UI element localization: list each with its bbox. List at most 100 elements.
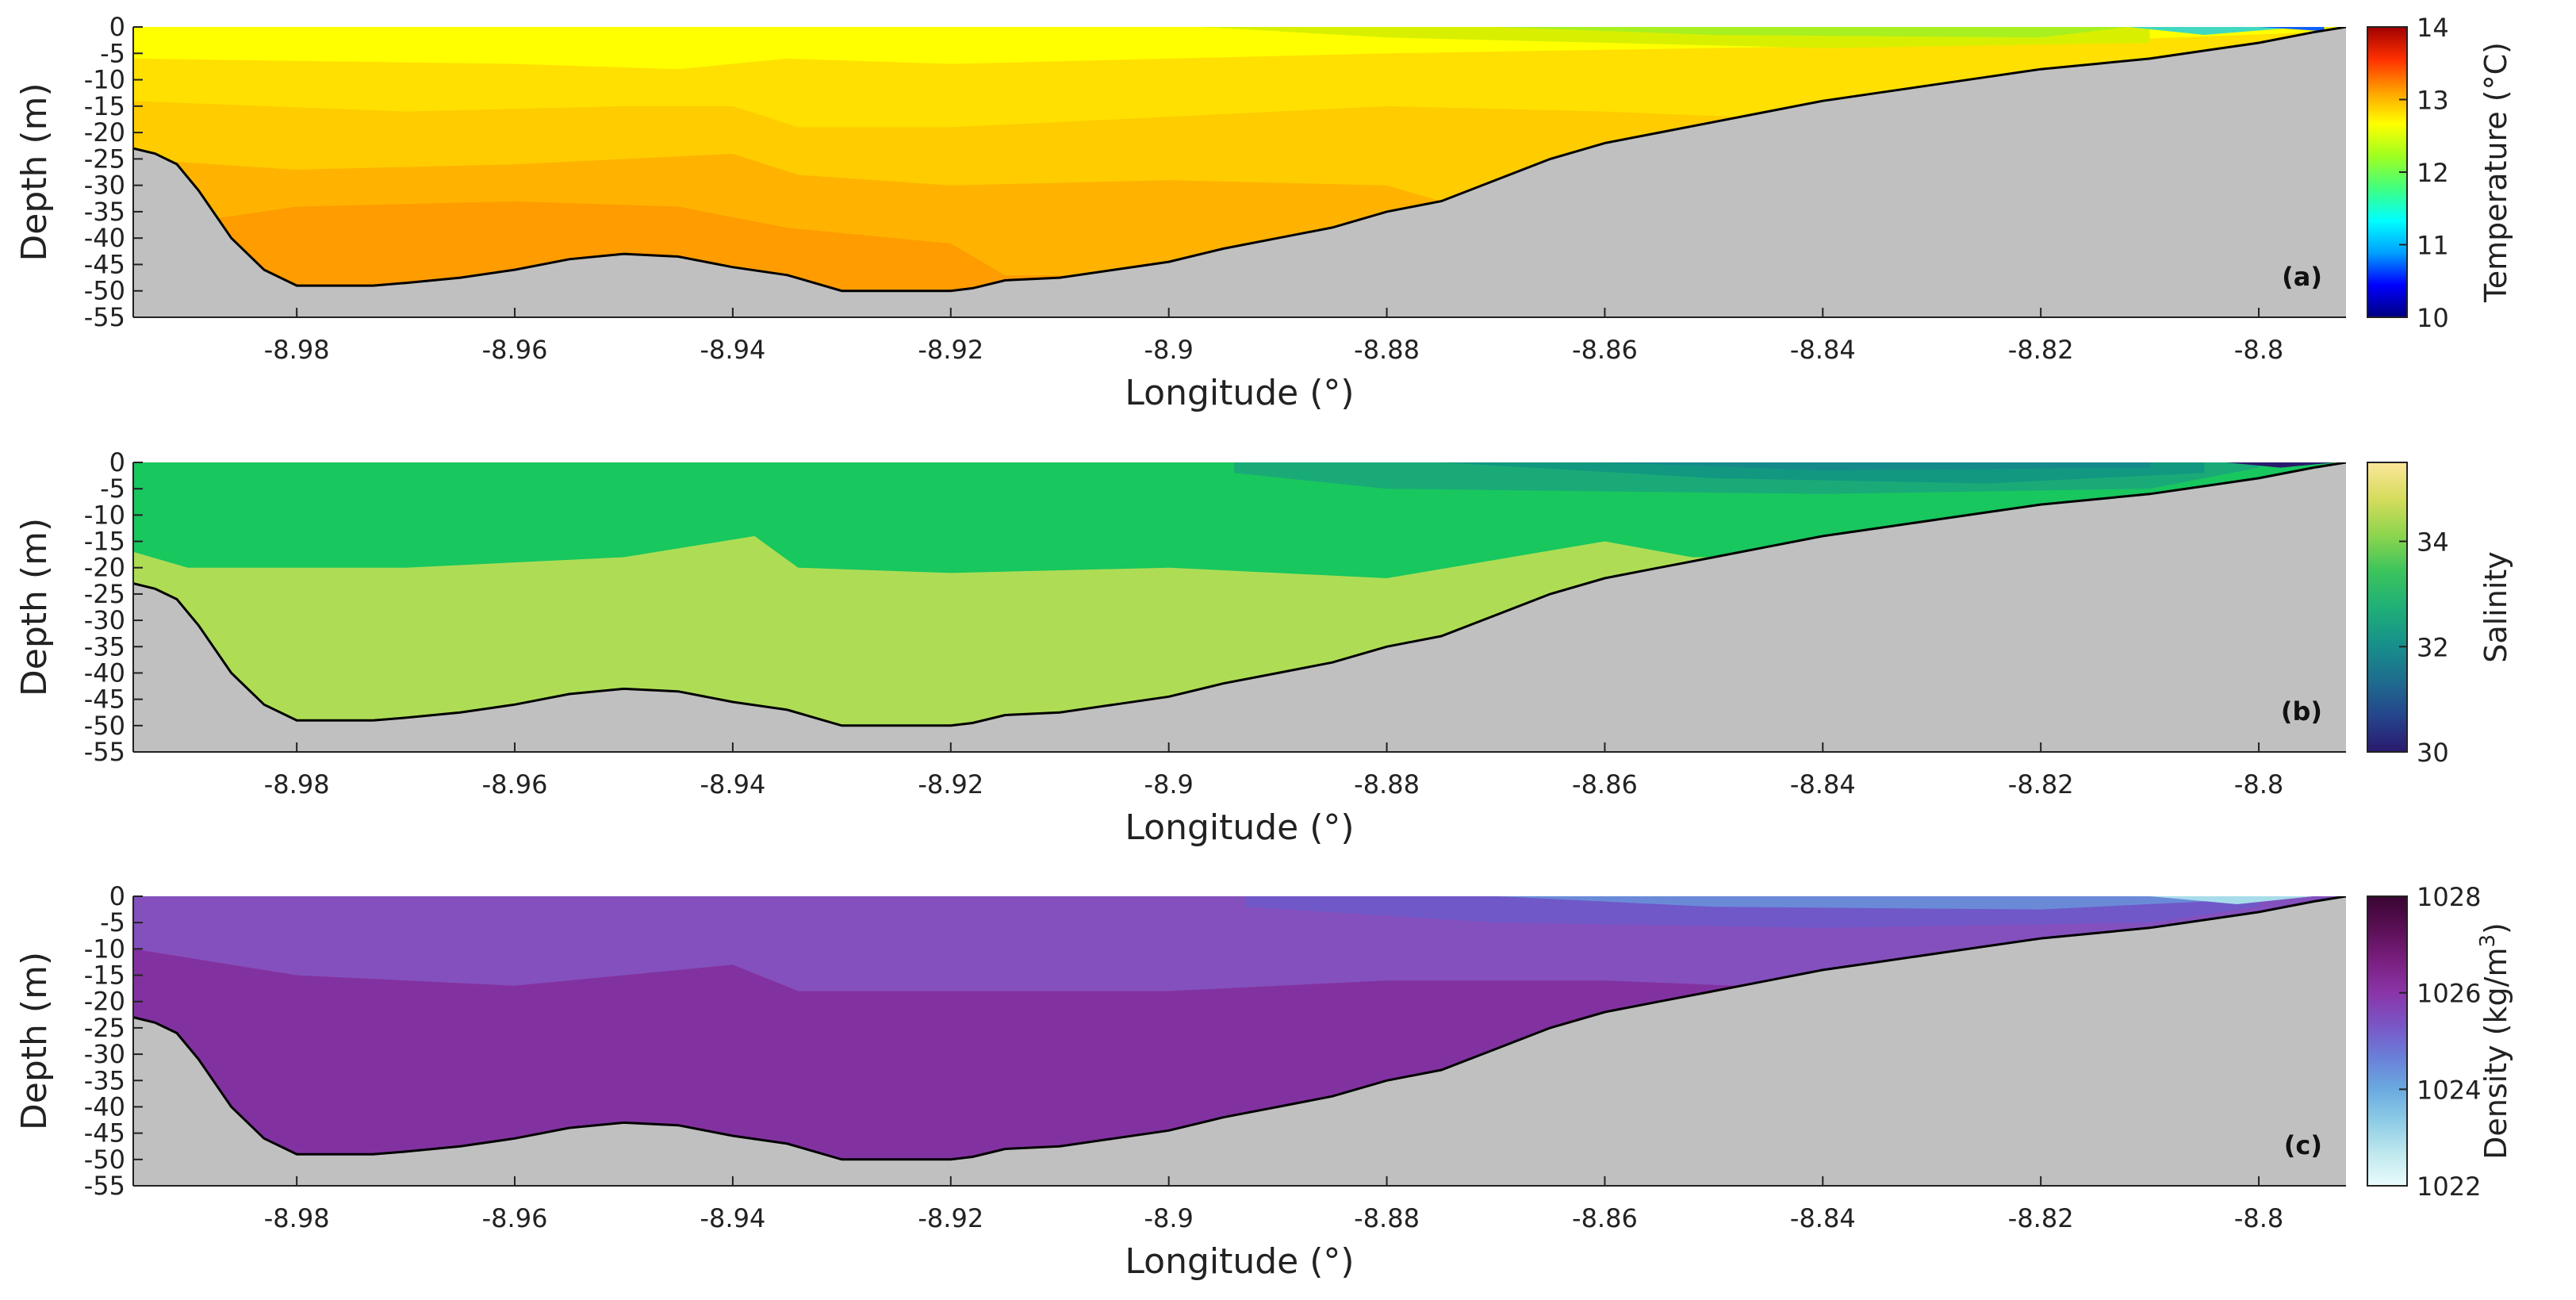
y-tick-label: -35	[84, 197, 125, 227]
x-tick-label: -8.86	[1572, 1203, 1638, 1233]
panel-label: (a)	[2282, 262, 2322, 292]
x-tick-label: -8.86	[1572, 335, 1638, 365]
colorbar-tick-label: 30	[2417, 738, 2449, 768]
colorbar	[2367, 462, 2408, 753]
x-tick-label: -8.96	[482, 335, 548, 365]
colorbar-title: Density (kg/m3)	[2476, 922, 2513, 1160]
y-tick-label: -10	[84, 65, 125, 95]
y-tick-label: -30	[84, 171, 125, 201]
contour-band	[133, 32, 2346, 128]
seabed-outline	[133, 896, 2346, 1161]
y-tick-label: -55	[84, 1171, 125, 1201]
y-tick-label: -15	[84, 527, 125, 557]
colorbar-tick-label: 12	[2417, 158, 2449, 188]
colorbar-tick-label: 1026	[2417, 979, 2481, 1009]
x-tick-label: -8.9	[1144, 769, 1193, 800]
y-tick-label: -50	[84, 711, 125, 741]
colorbar-title-tail: )	[2478, 922, 2513, 934]
y-tick-label: -40	[84, 223, 125, 253]
y-axis-title: Depth (m)	[14, 952, 55, 1130]
x-tick-label: -8.8	[2234, 1203, 2283, 1233]
surface-patch	[2149, 896, 2313, 904]
y-tick-label: 0	[109, 447, 125, 477]
x-axis-title: Longitude (°)	[1125, 1241, 1354, 1282]
y-tick-label: -5	[100, 474, 125, 504]
plot-area	[133, 896, 2346, 1186]
y-tick-label: -20	[84, 987, 125, 1017]
x-tick-label: -8.96	[482, 769, 548, 800]
x-tick-label: -8.94	[700, 1203, 766, 1233]
surface-patch	[2259, 27, 2325, 32]
y-tick-label: -50	[84, 1145, 125, 1175]
surface-patch	[2128, 27, 2302, 35]
x-tick-label: -8.92	[918, 769, 983, 800]
plot-area	[133, 27, 2346, 317]
y-tick-label: -20	[84, 553, 125, 583]
colorbar-tick-label: 14	[2417, 13, 2449, 43]
y-tick-label: 0	[109, 881, 125, 911]
x-tick-label: -8.94	[700, 769, 766, 800]
surface-patch	[1496, 896, 2205, 910]
x-axis-title: Longitude (°)	[1125, 373, 1354, 413]
colorbar	[2367, 895, 2408, 1187]
colorbar-tick-label: 1022	[2417, 1172, 2481, 1202]
seabed-outline	[133, 462, 2346, 727]
colorbar-tick-label: 11	[2417, 231, 2449, 261]
x-tick-label: -8.96	[482, 1203, 548, 1233]
colorbar-title-sup: 3	[2476, 934, 2500, 948]
panel-c: 0-5-10-15-20-25-30-35-40-45-50-55 -8.98 -8…	[14, 881, 2513, 1282]
y-tick-label: -45	[84, 249, 125, 279]
plot-area	[133, 462, 2346, 752]
x-tick-label: -8.88	[1354, 335, 1420, 365]
x-tick-label: -8.98	[264, 1203, 330, 1233]
y-axis-title: Depth (m)	[14, 518, 55, 696]
y-tick-label: -30	[84, 1039, 125, 1069]
y-tick-label: -15	[84, 961, 125, 991]
y-tick-label: -35	[84, 1065, 125, 1095]
y-tick-label: -30	[84, 605, 125, 635]
colorbar-tick-label: 1028	[2417, 882, 2481, 912]
colorbar-tick-label: 1024	[2417, 1075, 2481, 1105]
y-tick-label: -25	[84, 579, 125, 609]
y-tick-label: -40	[84, 1091, 125, 1122]
colorbar-tick-label: 13	[2417, 86, 2449, 116]
panel-label: (c)	[2284, 1130, 2322, 1160]
colorbar-tick-label: 10	[2417, 303, 2449, 333]
seabed	[133, 896, 2346, 1186]
y-tick-label: -25	[84, 1013, 125, 1043]
panel-b: 0-5-10-15-20-25-30-35-40-45-50-55 -8.98 -8…	[14, 447, 2513, 848]
colorbar-tick-label: 32	[2417, 632, 2449, 662]
x-axis-title: Longitude (°)	[1125, 807, 1354, 848]
y-tick-label: -25	[84, 144, 125, 174]
y-tick-label: -15	[84, 91, 125, 121]
x-tick-label: -8.98	[264, 335, 330, 365]
y-tick-label: -50	[84, 276, 125, 306]
x-tick-label: -8.86	[1572, 769, 1638, 800]
x-tick-label: -8.9	[1144, 1203, 1193, 1233]
x-tick-label: -8.92	[918, 335, 983, 365]
surface-patch	[2225, 462, 2336, 468]
y-tick-label: -10	[84, 934, 125, 964]
x-tick-label: -8.8	[2234, 769, 2283, 800]
y-tick-label: -55	[84, 302, 125, 332]
x-tick-label: -8.94	[700, 335, 766, 365]
x-tick-label: -8.82	[2008, 335, 2074, 365]
seabed	[133, 462, 2346, 752]
x-tick-label: -8.82	[2008, 1203, 2074, 1233]
y-tick-label: -35	[84, 631, 125, 662]
panel-a: 0-5-10-15-20-25-30-35-40-45-50-55 -8.98 -8…	[14, 12, 2513, 413]
x-tick-label: -8.84	[1790, 1203, 1856, 1233]
x-tick-label: -8.98	[264, 769, 330, 800]
x-tick-label: -8.9	[1144, 335, 1193, 365]
colorbar-tick-label: 34	[2417, 527, 2449, 558]
x-tick-label: -8.84	[1790, 769, 1856, 800]
y-tick-label: -5	[100, 38, 125, 68]
x-tick-label: -8.88	[1354, 769, 1420, 800]
panel-label: (b)	[2281, 696, 2322, 727]
y-tick-label: -20	[84, 117, 125, 148]
x-tick-label: -8.82	[2008, 769, 2074, 800]
y-tick-label: 0	[109, 12, 125, 42]
colorbar-title: Salinity	[2478, 551, 2513, 663]
y-tick-label: -45	[84, 1118, 125, 1149]
